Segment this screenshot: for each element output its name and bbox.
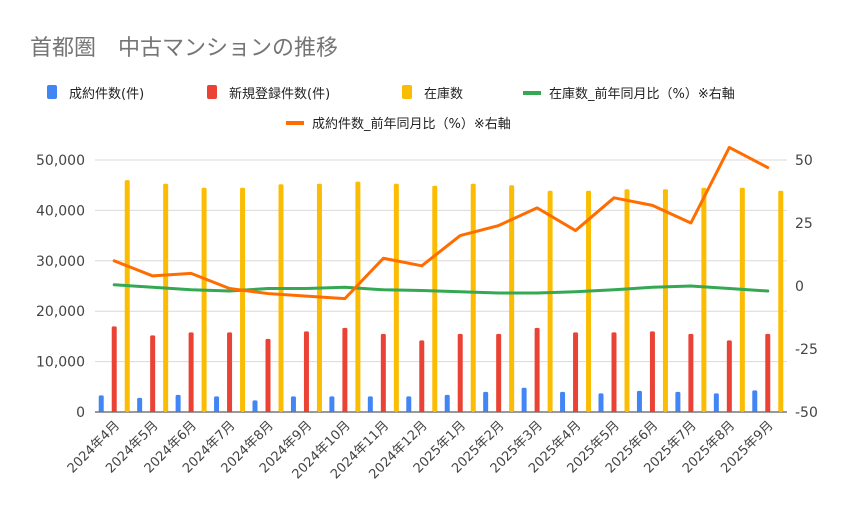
- bar: [329, 396, 335, 412]
- bar: [380, 333, 386, 412]
- bar: [214, 396, 220, 412]
- bar: [739, 187, 745, 412]
- chart-title: 首都圏 中古マンションの推移: [30, 36, 338, 61]
- bar: [688, 333, 694, 412]
- bar-series: [98, 180, 784, 412]
- x-axis: 2024年4月2024年5月2024年6月2024年7月2024年8月2024年…: [65, 418, 777, 482]
- bar: [137, 397, 143, 412]
- legend-swatch: [286, 121, 304, 125]
- bar: [290, 396, 296, 412]
- bar: [150, 335, 156, 412]
- y-axis-right: -50 -25 0 25 50: [795, 153, 818, 421]
- bar: [496, 333, 502, 412]
- bar: [586, 190, 592, 412]
- bar: [252, 400, 258, 412]
- legend-swatch: [47, 85, 57, 99]
- bar: [124, 180, 130, 412]
- bar: [240, 187, 246, 412]
- bar: [432, 185, 438, 412]
- bar: [765, 333, 771, 412]
- bar: [278, 184, 284, 412]
- bar: [675, 391, 681, 412]
- legend-label: 在庫数_前年同月比（%）※右軸: [549, 86, 735, 102]
- y-left-tick-label: 40,000: [36, 203, 85, 219]
- y-right-tick-label: -50: [795, 405, 818, 421]
- legend-label: 新規登録件数(件): [229, 86, 330, 102]
- y-left-tick-label: 20,000: [36, 304, 85, 320]
- bar: [201, 187, 207, 412]
- bar: [342, 327, 348, 412]
- bar: [560, 391, 566, 412]
- y-right-tick-label: 50: [795, 153, 813, 169]
- y-left-tick-label: 0: [76, 405, 85, 421]
- bar: [509, 185, 515, 412]
- bar: [457, 333, 463, 412]
- y-right-tick-label: 0: [795, 279, 804, 295]
- bar: [227, 332, 233, 412]
- bar: [713, 393, 719, 412]
- bar: [624, 189, 630, 412]
- bar: [649, 331, 655, 412]
- legend-label: 成約件数(件): [69, 87, 144, 102]
- bar: [598, 393, 604, 412]
- bar: [611, 332, 617, 412]
- bar: [534, 327, 540, 412]
- y-left-tick-label: 10,000: [36, 355, 85, 371]
- y-right-tick-label: -25: [795, 342, 818, 358]
- bar: [393, 183, 399, 412]
- bar: [483, 391, 489, 412]
- bar: [406, 396, 412, 412]
- bar: [521, 387, 527, 412]
- y-left-tick-label: 50,000: [36, 153, 85, 169]
- bar: [444, 394, 450, 412]
- gridlines: [95, 159, 787, 413]
- y-axis-left: 0 10,000 20,000 30,000 40,000 50,000: [36, 153, 85, 421]
- bar: [752, 390, 758, 412]
- line-series: [112, 145, 770, 301]
- legend-swatch: [207, 85, 217, 99]
- y-right-tick-label: 25: [795, 216, 813, 232]
- legend-swatch: [523, 91, 541, 95]
- bar: [726, 340, 732, 412]
- bar: [163, 183, 169, 412]
- legend-swatch: [402, 85, 412, 99]
- legend-label: 成約件数_前年同月比（%）※右軸: [312, 116, 511, 132]
- series-line: [112, 283, 770, 295]
- bar: [111, 326, 117, 412]
- bar: [778, 190, 784, 412]
- bar: [367, 396, 373, 412]
- bar: [636, 390, 642, 412]
- series-line: [112, 145, 770, 301]
- bar: [701, 187, 707, 412]
- bar: [175, 394, 181, 412]
- bar: [547, 190, 553, 412]
- legend: 成約件数(件) 新規登録件数(件) 在庫数 在庫数_前年同月比（%）※右軸成約件数_前…: [47, 85, 735, 132]
- bar: [470, 183, 476, 412]
- bar: [98, 395, 104, 412]
- bar: [355, 181, 361, 412]
- bar: [303, 331, 309, 412]
- bar: [573, 332, 579, 412]
- bar: [265, 338, 271, 412]
- y-left-tick-label: 30,000: [36, 254, 85, 270]
- bar: [188, 332, 194, 412]
- legend-label: 在庫数: [424, 87, 463, 102]
- bar: [662, 189, 668, 412]
- bar: [419, 340, 425, 412]
